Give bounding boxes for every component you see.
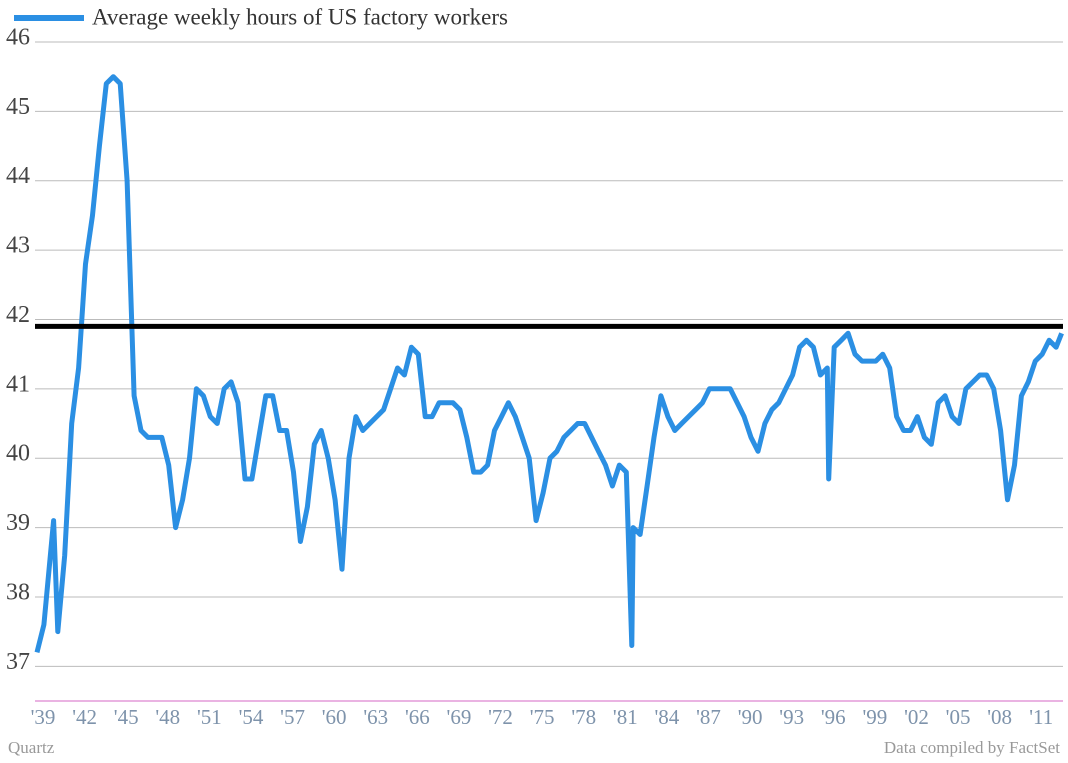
x-tick-label: '02 xyxy=(904,705,929,729)
y-tick-label: 43 xyxy=(6,233,30,259)
y-tick-label: 45 xyxy=(6,94,30,120)
y-tick-label: 46 xyxy=(6,25,30,51)
x-tick-label: '42 xyxy=(72,705,97,729)
x-tick-label: '45 xyxy=(114,705,139,729)
x-tick-label: '78 xyxy=(571,705,596,729)
x-tick-label: '66 xyxy=(405,705,430,729)
source-left: Quartz xyxy=(8,738,55,757)
y-tick-label: 40 xyxy=(6,441,30,467)
x-tick-label: '96 xyxy=(821,705,846,729)
y-tick-label: 39 xyxy=(6,510,30,536)
x-tick-label: '72 xyxy=(488,705,513,729)
x-tick-label: '11 xyxy=(1029,705,1053,729)
x-tick-label: '90 xyxy=(738,705,763,729)
x-tick-label: '54 xyxy=(239,705,264,729)
y-tick-label: 41 xyxy=(6,371,30,397)
x-tick-label: '63 xyxy=(363,705,388,729)
x-tick-label: '69 xyxy=(447,705,472,729)
x-tick-label: '93 xyxy=(779,705,804,729)
x-tick-label: '05 xyxy=(946,705,971,729)
y-tick-label: 42 xyxy=(6,302,30,328)
x-tick-label: '75 xyxy=(530,705,555,729)
x-tick-label: '48 xyxy=(155,705,180,729)
x-tick-label: '81 xyxy=(613,705,638,729)
x-tick-label: '60 xyxy=(322,705,347,729)
y-tick-label: 38 xyxy=(6,579,30,605)
source-right: Data compiled by FactSet xyxy=(884,738,1060,757)
x-tick-label: '08 xyxy=(987,705,1012,729)
x-tick-label: '51 xyxy=(197,705,222,729)
x-tick-label: '39 xyxy=(31,705,56,729)
y-tick-label: 37 xyxy=(6,649,30,675)
x-tick-label: '87 xyxy=(696,705,721,729)
data-line xyxy=(34,74,1064,654)
x-tick-label: '57 xyxy=(280,705,305,729)
legend-label: Average weekly hours of US factory worke… xyxy=(92,4,508,29)
x-tick-label: '99 xyxy=(862,705,887,729)
x-tick-label: '84 xyxy=(655,705,680,729)
y-tick-label: 44 xyxy=(6,163,30,189)
